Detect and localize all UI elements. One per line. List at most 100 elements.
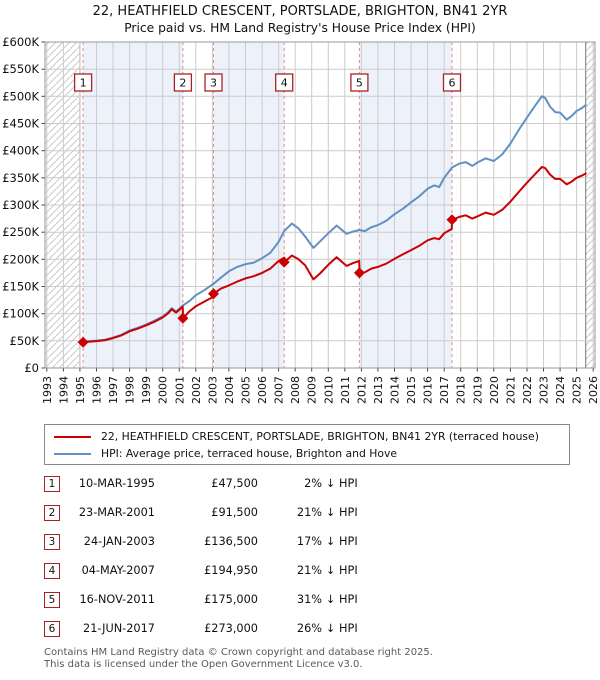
svg-text:2005: 2005: [240, 376, 253, 404]
plot-border: [44, 41, 596, 369]
svg-text:£350K: £350K: [2, 171, 39, 185]
sale-row-3: 3 24-JAN-2003 £136,500 17% ↓ HPI: [0, 534, 600, 550]
svg-text:6: 6: [449, 77, 456, 90]
sale-price: £136,500: [204, 535, 258, 548]
legend-label-property: 22, HEATHFIELD CRESCENT, PORTSLADE, BRIG…: [101, 430, 539, 443]
sale-number-badge: 4: [44, 563, 60, 579]
svg-text:1: 1: [80, 77, 87, 90]
svg-text:2026: 2026: [587, 376, 600, 404]
hpi-line-swatch: [54, 452, 91, 455]
sale-hpi-percent: 26%: [296, 622, 322, 635]
svg-text:2022: 2022: [521, 376, 534, 404]
sale-row-2: 2 23-MAR-2001 £91,500 21% ↓ HPI: [0, 505, 600, 521]
svg-text:2014: 2014: [389, 376, 402, 404]
sale-hpi-relation: ↓ HPI: [326, 477, 358, 490]
svg-text:5: 5: [356, 77, 363, 90]
svg-text:2012: 2012: [355, 376, 368, 404]
legend-item-property: 22, HEATHFIELD CRESCENT, PORTSLADE, BRIG…: [45, 428, 569, 445]
svg-text:£300K: £300K: [2, 198, 39, 212]
svg-text:£100K: £100K: [2, 307, 39, 321]
sale-number-badge: 5: [44, 592, 60, 608]
sale-date: 16-NOV-2011: [79, 593, 156, 606]
sale-hpi-percent: 2%: [304, 477, 322, 490]
sale-price: £273,000: [204, 622, 258, 635]
svg-text:2008: 2008: [289, 376, 302, 404]
svg-text:£250K: £250K: [2, 225, 39, 239]
footer-line-2: This data is licensed under the Open Gov…: [44, 658, 363, 670]
svg-text:2025: 2025: [571, 376, 584, 404]
svg-text:2011: 2011: [339, 376, 352, 404]
page-subtitle: Price paid vs. HM Land Registry's House …: [124, 21, 476, 35]
sale-row-5: 5 16-NOV-2011 £175,000 31% ↓ HPI: [0, 592, 600, 608]
svg-text:£500K: £500K: [2, 89, 39, 103]
sale-row-4: 4 04-MAY-2007 £194,950 21% ↓ HPI: [0, 563, 600, 579]
sale-price: £175,000: [204, 593, 258, 606]
svg-text:1998: 1998: [124, 376, 137, 404]
svg-text:2007: 2007: [273, 376, 286, 404]
svg-text:2017: 2017: [438, 376, 451, 404]
sale-number-badge: 1: [44, 476, 60, 492]
sale-hpi-percent: 21%: [296, 564, 322, 577]
svg-text:2016: 2016: [422, 376, 435, 404]
svg-text:£450K: £450K: [2, 117, 39, 131]
svg-text:£600K: £600K: [2, 35, 39, 49]
svg-text:2000: 2000: [157, 376, 170, 404]
chart-legend: 22, HEATHFIELD CRESCENT, PORTSLADE, BRIG…: [44, 424, 570, 465]
page-title: 22, HEATHFIELD CRESCENT, PORTSLADE, BRIG…: [92, 4, 508, 19]
sale-hpi-relation: ↓ HPI: [326, 506, 358, 519]
sale-row-1: 1 10-MAR-1995 £47,500 2% ↓ HPI: [0, 476, 600, 492]
svg-text:2002: 2002: [190, 376, 203, 404]
sale-hpi-relation: ↓ HPI: [326, 593, 358, 606]
sale-date: 24-JAN-2003: [83, 535, 155, 548]
svg-text:2024: 2024: [554, 376, 567, 404]
svg-text:£50K: £50K: [10, 334, 40, 348]
sale-price: £194,950: [204, 564, 258, 577]
svg-text:3: 3: [210, 77, 217, 90]
sale-hpi-relation: ↓ HPI: [326, 535, 358, 548]
svg-text:£200K: £200K: [2, 252, 39, 266]
svg-text:2004: 2004: [223, 376, 236, 404]
sale-price: £91,500: [211, 506, 258, 519]
footer-line-1: Contains HM Land Registry data © Crown c…: [44, 647, 433, 658]
svg-text:2001: 2001: [173, 376, 186, 404]
svg-text:1995: 1995: [74, 376, 87, 404]
svg-text:2018: 2018: [455, 376, 468, 404]
svg-text:2023: 2023: [538, 376, 551, 404]
svg-text:2003: 2003: [206, 376, 219, 404]
sale-number-badge: 3: [44, 534, 60, 550]
x-axis-labels: 1993 1994 1995 1996 1997 1998 1999 2000 2001 2002…: [41, 376, 600, 404]
svg-text:1996: 1996: [91, 376, 104, 404]
svg-text:2020: 2020: [488, 376, 501, 404]
sale-price: £47,500: [211, 477, 258, 490]
svg-text:2019: 2019: [471, 376, 484, 404]
sale-number-badge: 6: [44, 621, 60, 637]
price-chart: 1 2 3 4 5 6 £0 £50K £100K £150K £200K £250K £300K £35…: [2, 35, 600, 404]
sale-hpi-relation: ↓ HPI: [326, 622, 358, 635]
svg-text:4: 4: [281, 77, 288, 90]
sale-row-6: 6 21-JUN-2017 £273,000 26% ↓ HPI: [0, 621, 600, 637]
svg-text:2013: 2013: [372, 376, 385, 404]
sale-hpi-percent: 31%: [296, 593, 322, 606]
sale-date-lines: [82, 42, 453, 368]
svg-text:2: 2: [179, 77, 186, 90]
sale-date: 21-JUN-2017: [83, 622, 155, 635]
svg-text:£400K: £400K: [2, 144, 39, 158]
sale-hpi-relation: ↓ HPI: [326, 564, 358, 577]
sale-number-boxes: 1 2 3 4 5 6: [73, 73, 462, 92]
svg-text:1993: 1993: [41, 376, 54, 404]
sale-hpi-percent: 17%: [296, 535, 322, 548]
svg-text:2010: 2010: [322, 376, 335, 404]
license-footer: Contains HM Land Registry data © Crown c…: [44, 647, 584, 670]
legend-item-hpi: HPI: Average price, terraced house, Brig…: [45, 445, 569, 462]
gridlines: [45, 41, 595, 369]
svg-text:2006: 2006: [256, 376, 269, 404]
sale-date: 23-MAR-2001: [78, 506, 155, 519]
sale-number-badge: 2: [44, 505, 60, 521]
svg-text:£550K: £550K: [2, 62, 39, 76]
property-price-line: [82, 166, 587, 344]
svg-text:£0: £0: [24, 361, 39, 375]
y-axis-labels: £0 £50K £100K £150K £200K £250K £300K £350K £400…: [2, 35, 39, 375]
svg-text:2009: 2009: [306, 376, 319, 404]
sale-hpi-percent: 21%: [296, 506, 322, 519]
